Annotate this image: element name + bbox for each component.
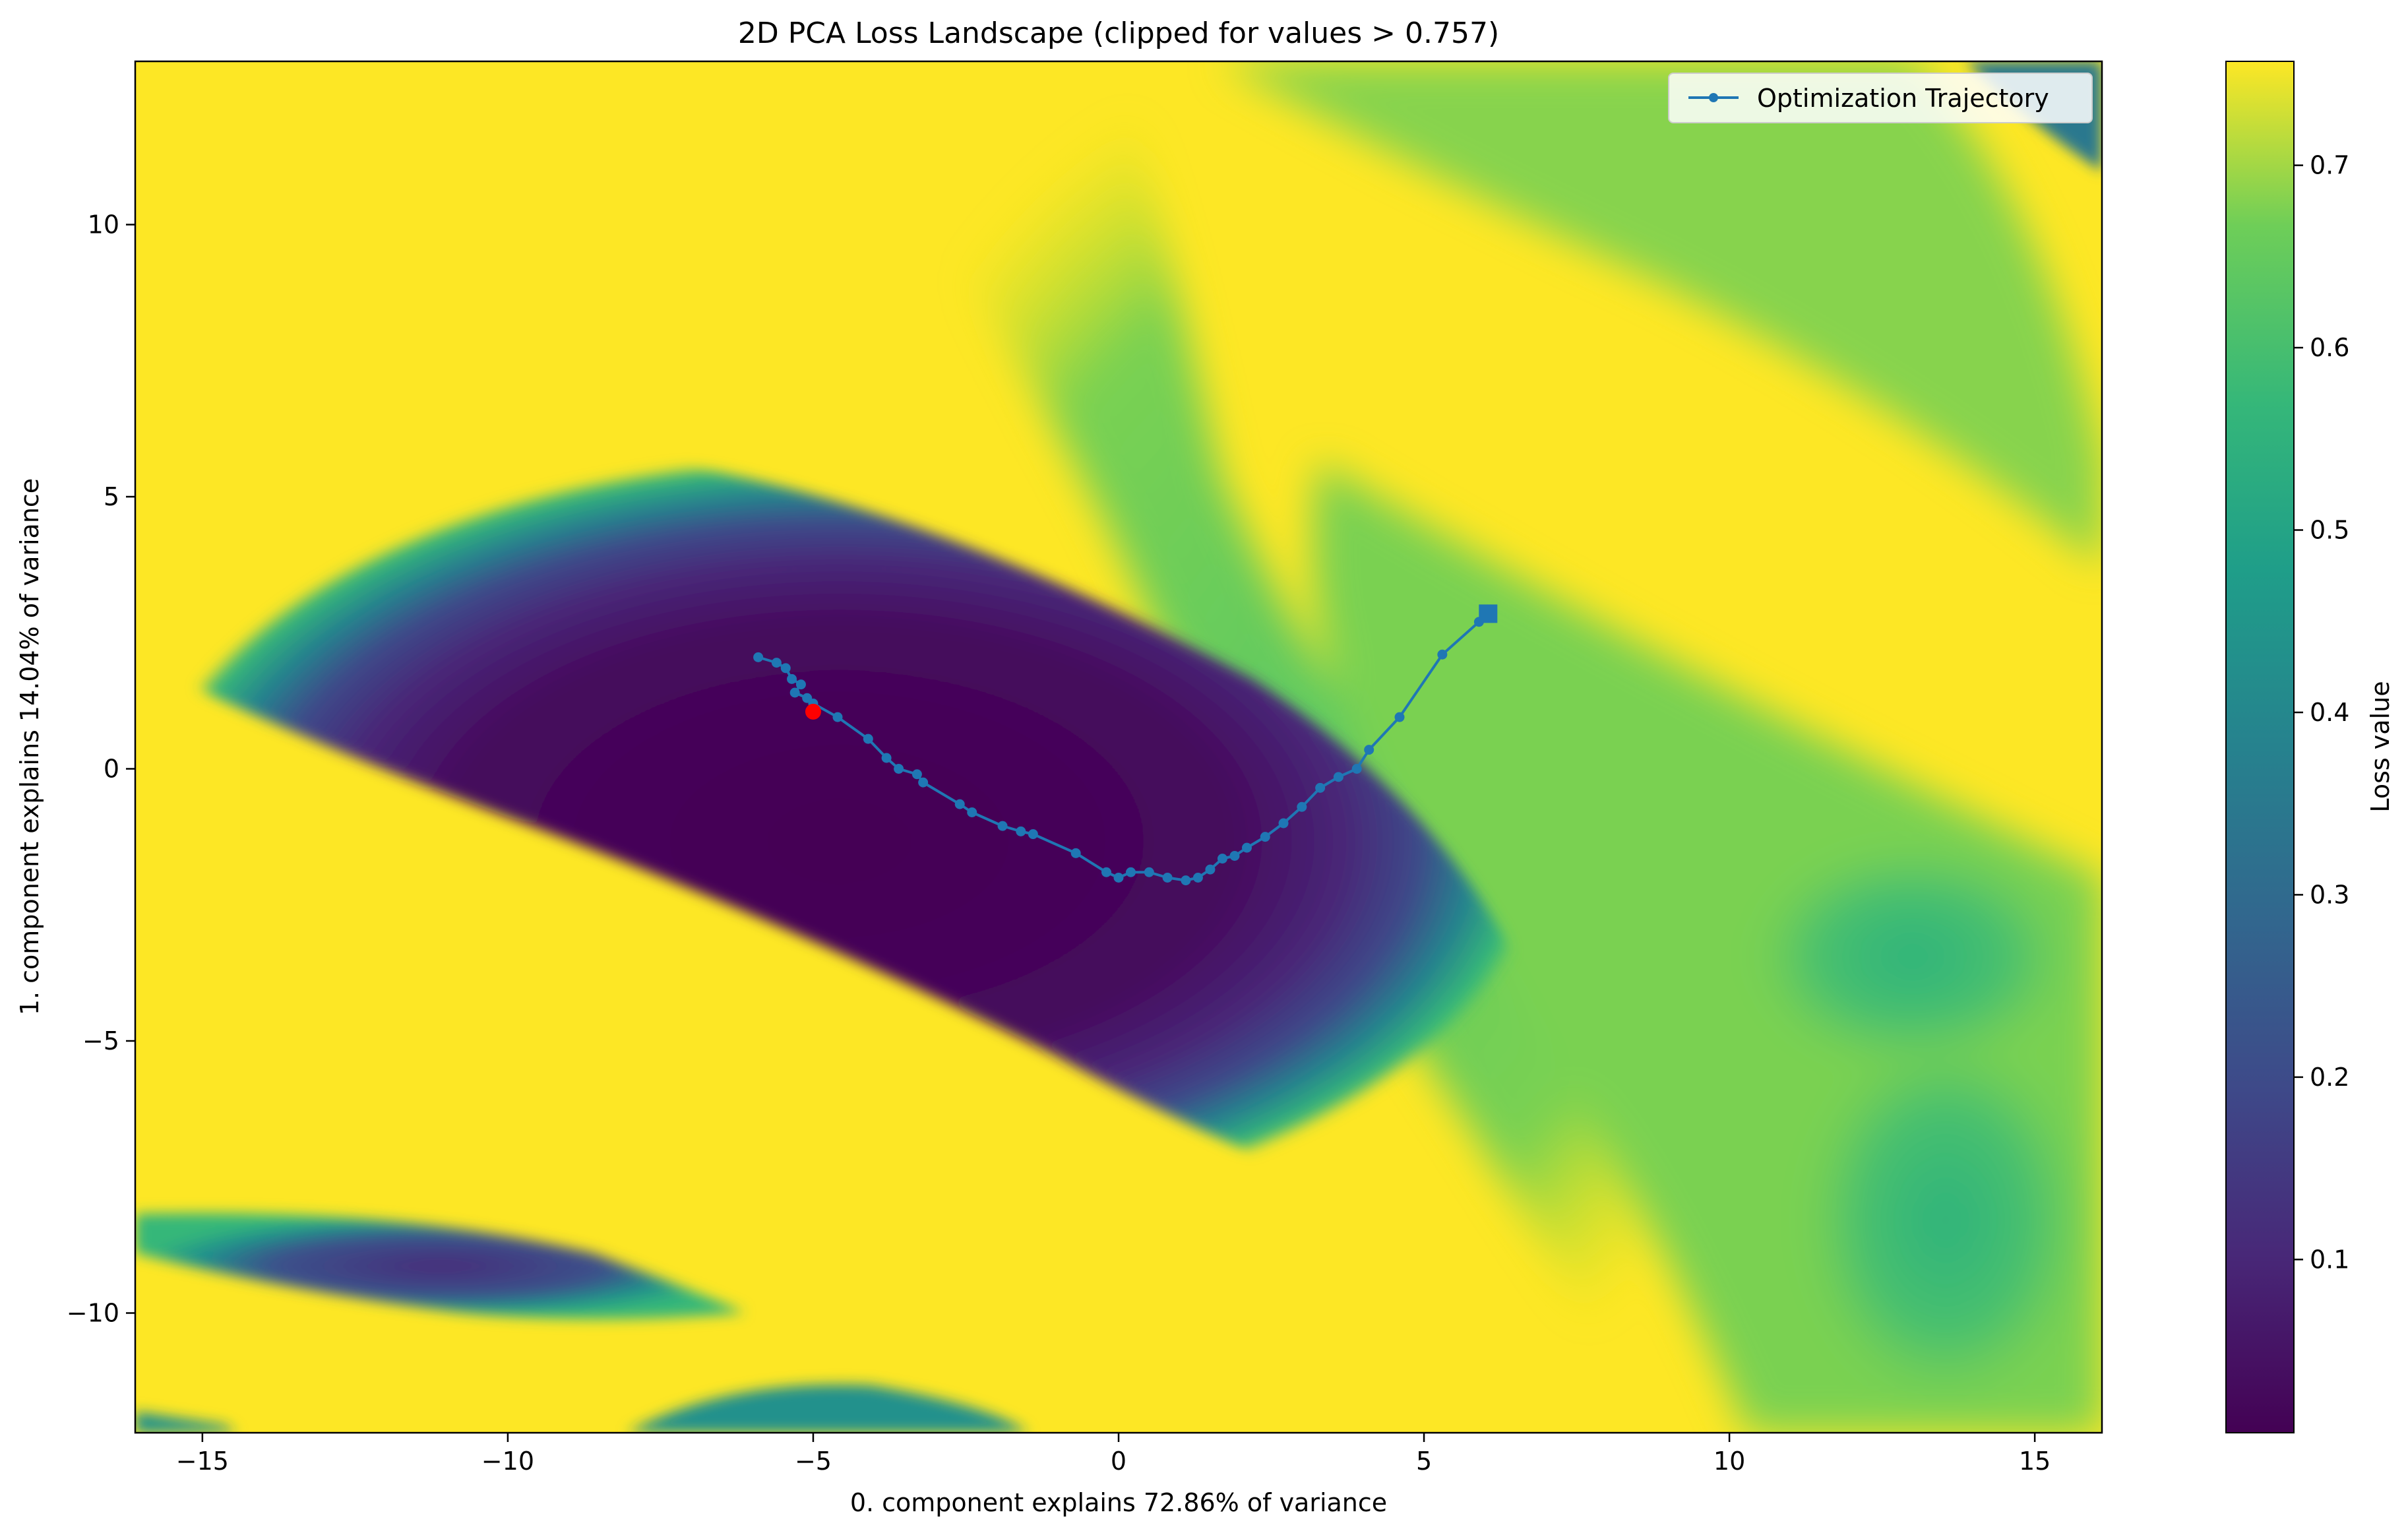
trajectory-point xyxy=(787,674,797,684)
trajectory-point xyxy=(1229,851,1240,861)
x-tick-label: 0 xyxy=(1111,1447,1127,1476)
trajectory-point xyxy=(1351,764,1362,774)
trajectory-point xyxy=(1144,867,1154,877)
y-axis-label: 1. component explains 14.04% of variance xyxy=(15,478,44,1015)
legend-marker-icon xyxy=(1709,93,1718,102)
trajectory-point xyxy=(1315,782,1326,793)
trajectory-point xyxy=(832,712,843,722)
colorbar-label: Loss value xyxy=(2366,681,2395,812)
trajectory-point xyxy=(1126,867,1136,877)
trajectory-point xyxy=(1192,873,1203,883)
optimization-trajectory xyxy=(753,604,1498,886)
x-axis-ticks: −15 −10 −5 0 5 10 15 xyxy=(176,1433,2051,1476)
trajectory-point xyxy=(1394,712,1405,722)
trajectory-point xyxy=(1241,842,1252,853)
x-tick-label: −10 xyxy=(481,1447,534,1476)
trajectory-point xyxy=(1333,772,1343,782)
trajectory-point xyxy=(894,764,904,774)
colorbar-tick-label: 0.7 xyxy=(2310,151,2349,180)
trajectory-point xyxy=(1278,818,1289,829)
trajectory-point xyxy=(1205,864,1216,875)
trajectory-point xyxy=(780,663,791,674)
y-tick-label: 0 xyxy=(104,755,119,784)
trajectory-point xyxy=(881,753,892,763)
x-tick-label: 5 xyxy=(1416,1447,1432,1476)
trajectory-point xyxy=(1101,867,1111,877)
colorbar-gradient xyxy=(2225,61,2295,1433)
x-tick-label: 10 xyxy=(1713,1447,1745,1476)
trajectory-point xyxy=(918,777,929,788)
legend: Optimization Trajectory xyxy=(1668,73,2093,123)
trajectory-point xyxy=(1016,826,1026,836)
colorbar-ticks: 0.1 0.2 0.3 0.4 0.5 0.6 0.7 xyxy=(2294,151,2349,1274)
x-tick-label: −15 xyxy=(176,1447,229,1476)
trajectory-point xyxy=(1364,745,1374,755)
colorbar-tick-label: 0.6 xyxy=(2310,333,2349,362)
trajectory-point xyxy=(1260,832,1270,842)
trajectory-point xyxy=(1297,801,1307,812)
colorbar-tick-label: 0.2 xyxy=(2310,1063,2349,1092)
trajectory-point xyxy=(1181,875,1191,886)
trajectory-point xyxy=(1437,649,1448,660)
y-tick-label: 10 xyxy=(88,210,119,239)
y-axis-ticks: −10 −5 0 5 10 xyxy=(67,210,135,1328)
start-point-marker xyxy=(805,703,821,720)
trajectory-point xyxy=(1070,848,1081,858)
trajectory-point xyxy=(1113,873,1124,883)
x-axis-label: 0. component explains 72.86% of variance xyxy=(850,1488,1387,1517)
legend-entry: Optimization Trajectory xyxy=(1757,84,2049,113)
trajectory-point xyxy=(967,807,977,817)
chart-title: 2D PCA Loss Landscape (clipped for value… xyxy=(738,16,1499,50)
trajectory-point xyxy=(863,734,873,744)
y-tick-label: 5 xyxy=(104,482,119,511)
y-tick-label: −10 xyxy=(67,1299,119,1328)
y-tick-label: −5 xyxy=(82,1026,119,1055)
trajectory-end-marker xyxy=(1479,604,1498,623)
colorbar: 0.1 0.2 0.3 0.4 0.5 0.6 0.7 Loss value xyxy=(2225,61,2395,1433)
colorbar-tick-label: 0.4 xyxy=(2310,698,2349,727)
trajectory-point xyxy=(1028,829,1038,839)
colorbar-tick-label: 0.3 xyxy=(2310,880,2349,909)
trajectory-point xyxy=(753,652,764,662)
x-tick-label: −5 xyxy=(795,1447,832,1476)
trajectory-point xyxy=(771,658,782,668)
trajectory-point xyxy=(795,679,806,690)
loss-heatmap xyxy=(135,61,2102,1433)
trajectory-point xyxy=(997,821,1008,831)
trajectory-point xyxy=(1162,873,1173,883)
trajectory-point xyxy=(954,799,965,809)
colorbar-tick-label: 0.1 xyxy=(2310,1245,2349,1274)
trajectory-point xyxy=(1217,854,1227,864)
trajectory-point xyxy=(911,769,922,780)
trajectory-point xyxy=(789,687,800,698)
x-tick-label: 15 xyxy=(2019,1447,2051,1476)
colorbar-tick-label: 0.5 xyxy=(2310,516,2349,545)
